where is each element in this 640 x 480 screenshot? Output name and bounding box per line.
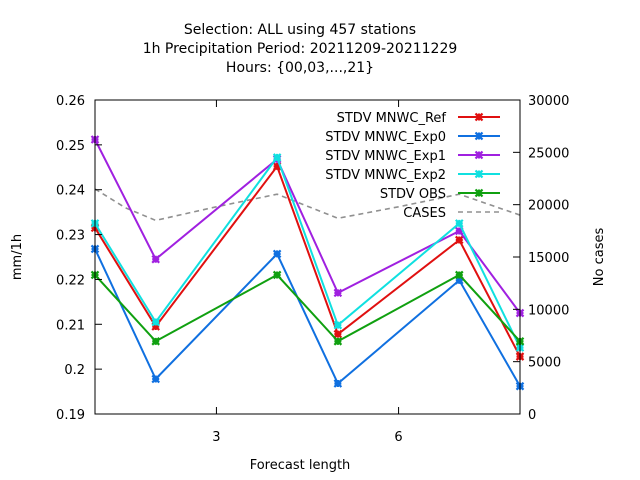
data-point [455, 226, 464, 236]
legend-entry-2: STDV MNWC_Exp0 [325, 130, 500, 145]
series-2 [90, 244, 525, 391]
legend-marker [474, 188, 484, 198]
series-line [94, 164, 521, 358]
star-marker [333, 379, 343, 388]
data-point [455, 219, 464, 228]
y-tick-label: 0.21 [56, 318, 85, 333]
data-point [333, 288, 343, 298]
legend: STDV MNWC_Ref STDV MNWC_Exp0 STDV MNWC_Exp… [325, 111, 500, 221]
data-point [272, 249, 282, 259]
y-tick-label: 0.25 [56, 139, 85, 154]
legend-label: CASES [403, 206, 446, 221]
data-point [333, 320, 343, 330]
star-marker [333, 320, 343, 330]
x-tick-label: 6 [394, 430, 402, 445]
star-marker [151, 337, 160, 346]
star-marker [151, 317, 160, 327]
y-tick-label: 0.24 [56, 184, 85, 199]
star-marker [333, 329, 343, 339]
axes: 0.19 0.2 0.21 0.22 0.23 0.24 0.25 0.26 0 5000 1000… [56, 94, 569, 445]
legend-entry-3: STDV MNWC_Exp1 [325, 149, 500, 164]
y-tick-label: 0.2 [64, 363, 85, 378]
legend-marker [474, 131, 484, 141]
star-marker [151, 254, 160, 264]
legend-marker [474, 150, 484, 160]
star-marker [272, 153, 282, 162]
title-line-1: Selection: ALL using 457 stations [184, 22, 416, 38]
y2-tick-label: 0 [528, 408, 536, 423]
y-tick-label: 0.22 [56, 273, 85, 288]
star-marker [333, 337, 343, 346]
data-point [151, 337, 160, 346]
title-line-2: 1h Precipitation Period: 20211209-202112… [143, 41, 458, 57]
star-marker [474, 112, 484, 122]
y2-axis-label: No cases [592, 228, 607, 287]
legend-label: STDV MNWC_Exp1 [325, 149, 446, 164]
data-point [151, 374, 160, 384]
data-point [151, 322, 160, 331]
star-marker [272, 270, 282, 280]
y2-tick-label: 5000 [528, 356, 561, 371]
legend-label: STDV MNWC_Ref [337, 111, 447, 126]
star-marker [455, 235, 464, 245]
data-point [333, 329, 343, 339]
y2-tick-label: 25000 [528, 146, 569, 161]
star-marker [272, 249, 282, 259]
x-tick-label: 3 [212, 430, 220, 445]
legend-label: STDV MNWC_Exp2 [325, 168, 446, 183]
legend-entry-4: STDV MNWC_Exp2 [325, 168, 500, 183]
legend-marker [474, 169, 484, 179]
data-point [272, 270, 282, 280]
legend-entry-5: STDV OBS [380, 187, 500, 202]
legend-label: STDV OBS [380, 187, 446, 202]
data-point [333, 337, 343, 346]
y-tick-label: 0.23 [56, 229, 85, 244]
legend-marker [474, 112, 484, 122]
data-point [333, 379, 343, 388]
star-marker [474, 150, 484, 160]
data-point [151, 254, 160, 264]
series-line [94, 248, 521, 387]
y2-tick-label: 15000 [528, 251, 569, 266]
chart-title: Selection: ALL using 457 stations 1h Pre… [143, 22, 458, 76]
star-marker [333, 288, 343, 298]
star-marker [474, 169, 484, 179]
series-line [94, 273, 521, 343]
star-marker [455, 276, 464, 285]
star-marker [455, 270, 464, 280]
star-marker [151, 322, 160, 331]
data-point [455, 235, 464, 245]
data-point [151, 317, 160, 327]
data-point [272, 162, 282, 171]
data-point [272, 153, 282, 162]
y-tick-label: 0.19 [56, 408, 85, 423]
star-marker [474, 188, 484, 198]
x-axis-label: Forecast length [250, 458, 351, 473]
legend-label: STDV MNWC_Exp0 [325, 130, 446, 145]
star-marker [474, 131, 484, 141]
star-marker [455, 219, 464, 228]
series-line [94, 155, 521, 349]
star-marker [272, 162, 282, 171]
y-axis-label: mm/1h [10, 234, 25, 280]
legend-entry-6: CASES [403, 206, 500, 221]
star-marker [455, 226, 464, 236]
y2-tick-label: 10000 [528, 303, 569, 318]
y-tick-label: 0.26 [56, 94, 85, 109]
y2-tick-label: 20000 [528, 199, 569, 214]
legend-entry-1: STDV MNWC_Ref [337, 111, 500, 126]
data-point [455, 276, 464, 285]
series-line-cases [94, 188, 521, 222]
y2-tick-label: 30000 [528, 94, 569, 109]
star-marker [151, 374, 160, 384]
title-line-3: Hours: {00,03,...,21} [226, 60, 374, 76]
data-point [455, 270, 464, 280]
